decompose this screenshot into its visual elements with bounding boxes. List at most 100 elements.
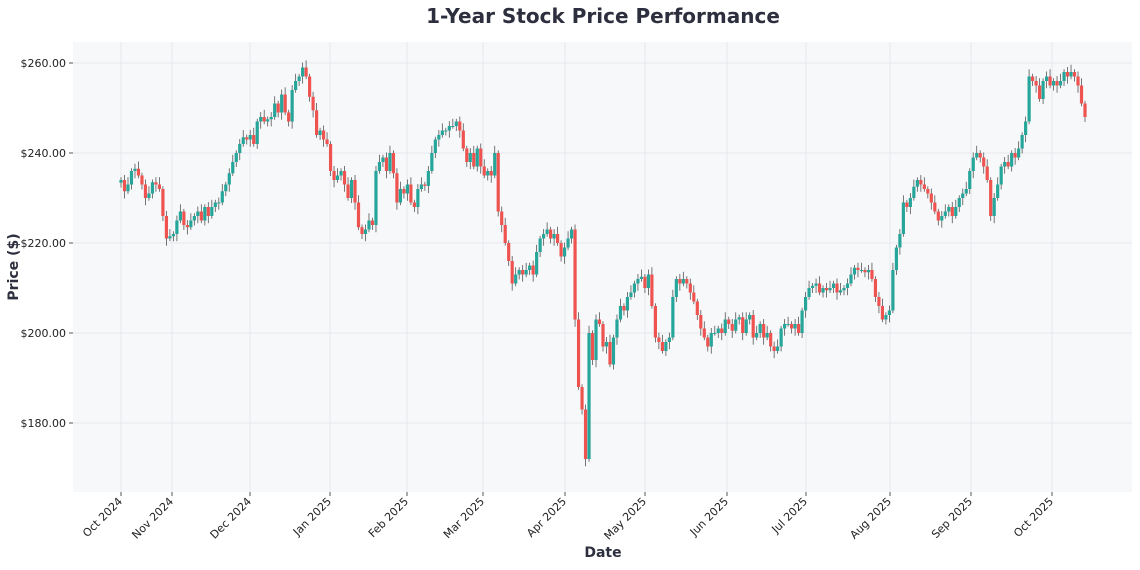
- candle-body: [143, 184, 148, 198]
- candle-body: [852, 267, 857, 275]
- candle-body: [709, 333, 713, 347]
- candle-body: [1006, 162, 1010, 167]
- candle: [716, 325, 720, 338]
- candle-body: [245, 137, 249, 140]
- candle-body: [835, 283, 839, 293]
- candle-body: [266, 119, 270, 122]
- candle: [982, 152, 986, 174]
- candle: [552, 229, 556, 246]
- candle-body: [877, 297, 881, 306]
- candle-body: [388, 153, 392, 171]
- candle: [741, 312, 745, 341]
- candle-body: [238, 144, 242, 153]
- candle: [653, 303, 657, 343]
- candle-body: [426, 171, 430, 186]
- candle: [576, 312, 581, 390]
- candle-body: [800, 310, 804, 333]
- candle: [475, 145, 479, 172]
- candle-body: [779, 328, 783, 347]
- candle: [989, 177, 993, 221]
- candle: [940, 211, 944, 228]
- candle-body: [493, 153, 497, 176]
- candle-body: [1017, 148, 1021, 158]
- candle-body: [227, 173, 231, 185]
- candle-body: [894, 247, 898, 270]
- candle-body: [290, 90, 294, 122]
- candle: [821, 285, 825, 298]
- candle: [528, 262, 532, 275]
- candle-body: [950, 207, 954, 216]
- candle-body: [632, 283, 637, 293]
- x-tick-label: Jul 2025: [769, 495, 811, 537]
- candle: [859, 262, 864, 273]
- candle: [950, 202, 954, 224]
- candle-body: [437, 135, 441, 140]
- candle: [1034, 76, 1038, 93]
- candle: [325, 132, 329, 147]
- candle-body: [765, 333, 769, 338]
- candle: [426, 166, 430, 194]
- candle-body: [681, 279, 685, 284]
- candle-body: [192, 216, 196, 221]
- candle-body: [210, 207, 214, 216]
- candle-body: [583, 409, 588, 459]
- candle-body: [748, 315, 752, 320]
- candle-body: [657, 337, 661, 342]
- candle-body: [810, 285, 815, 288]
- candle-body: [727, 319, 731, 324]
- candle: [727, 316, 731, 329]
- candle: [566, 231, 570, 251]
- y-tick-label: $200.00: [21, 327, 67, 340]
- candle: [255, 118, 259, 149]
- candle: [419, 177, 423, 192]
- candle-body: [919, 180, 923, 185]
- candle: [252, 127, 256, 147]
- candle-body: [576, 319, 581, 387]
- candle-body: [318, 130, 322, 135]
- y-tick-label: $240.00: [21, 147, 67, 160]
- candle-body: [283, 94, 287, 113]
- candle-body: [168, 236, 172, 239]
- candle: [632, 280, 637, 298]
- candle-body: [611, 337, 616, 365]
- candle-body: [971, 157, 975, 171]
- candle-body: [1065, 72, 1070, 77]
- candle-body: [720, 328, 724, 333]
- candle: [748, 312, 752, 325]
- candle-body: [273, 103, 277, 117]
- candle-body: [549, 229, 553, 239]
- candle-body: [786, 324, 790, 325]
- candle-body: [964, 189, 968, 194]
- candle: [416, 184, 420, 215]
- candle-body: [783, 324, 787, 329]
- candle: [381, 154, 385, 167]
- plot-area: [73, 42, 1132, 492]
- candle-body: [353, 180, 357, 203]
- candle-body: [562, 247, 567, 257]
- candle: [1058, 73, 1063, 89]
- candle: [615, 314, 619, 345]
- candle: [332, 166, 336, 188]
- candle: [287, 109, 291, 127]
- candle: [213, 199, 217, 212]
- candle: [800, 307, 804, 338]
- candle-body: [915, 180, 919, 187]
- candle-body: [405, 184, 410, 194]
- candle-body: [604, 342, 609, 347]
- candle-body: [685, 279, 689, 284]
- candle-body: [643, 276, 647, 288]
- candle: [919, 175, 923, 192]
- x-tick-label: Oct 2025: [1011, 495, 1056, 540]
- candle: [824, 283, 829, 298]
- candle: [238, 139, 242, 161]
- candle: [786, 316, 790, 327]
- candle: [922, 177, 926, 192]
- candle-body: [713, 333, 717, 334]
- candle-body: [929, 193, 933, 203]
- candle-body: [1010, 153, 1014, 167]
- candle: [210, 199, 214, 219]
- candle: [168, 229, 172, 242]
- candle: [493, 145, 497, 179]
- candle-body: [1072, 72, 1077, 77]
- candle-body: [367, 220, 371, 230]
